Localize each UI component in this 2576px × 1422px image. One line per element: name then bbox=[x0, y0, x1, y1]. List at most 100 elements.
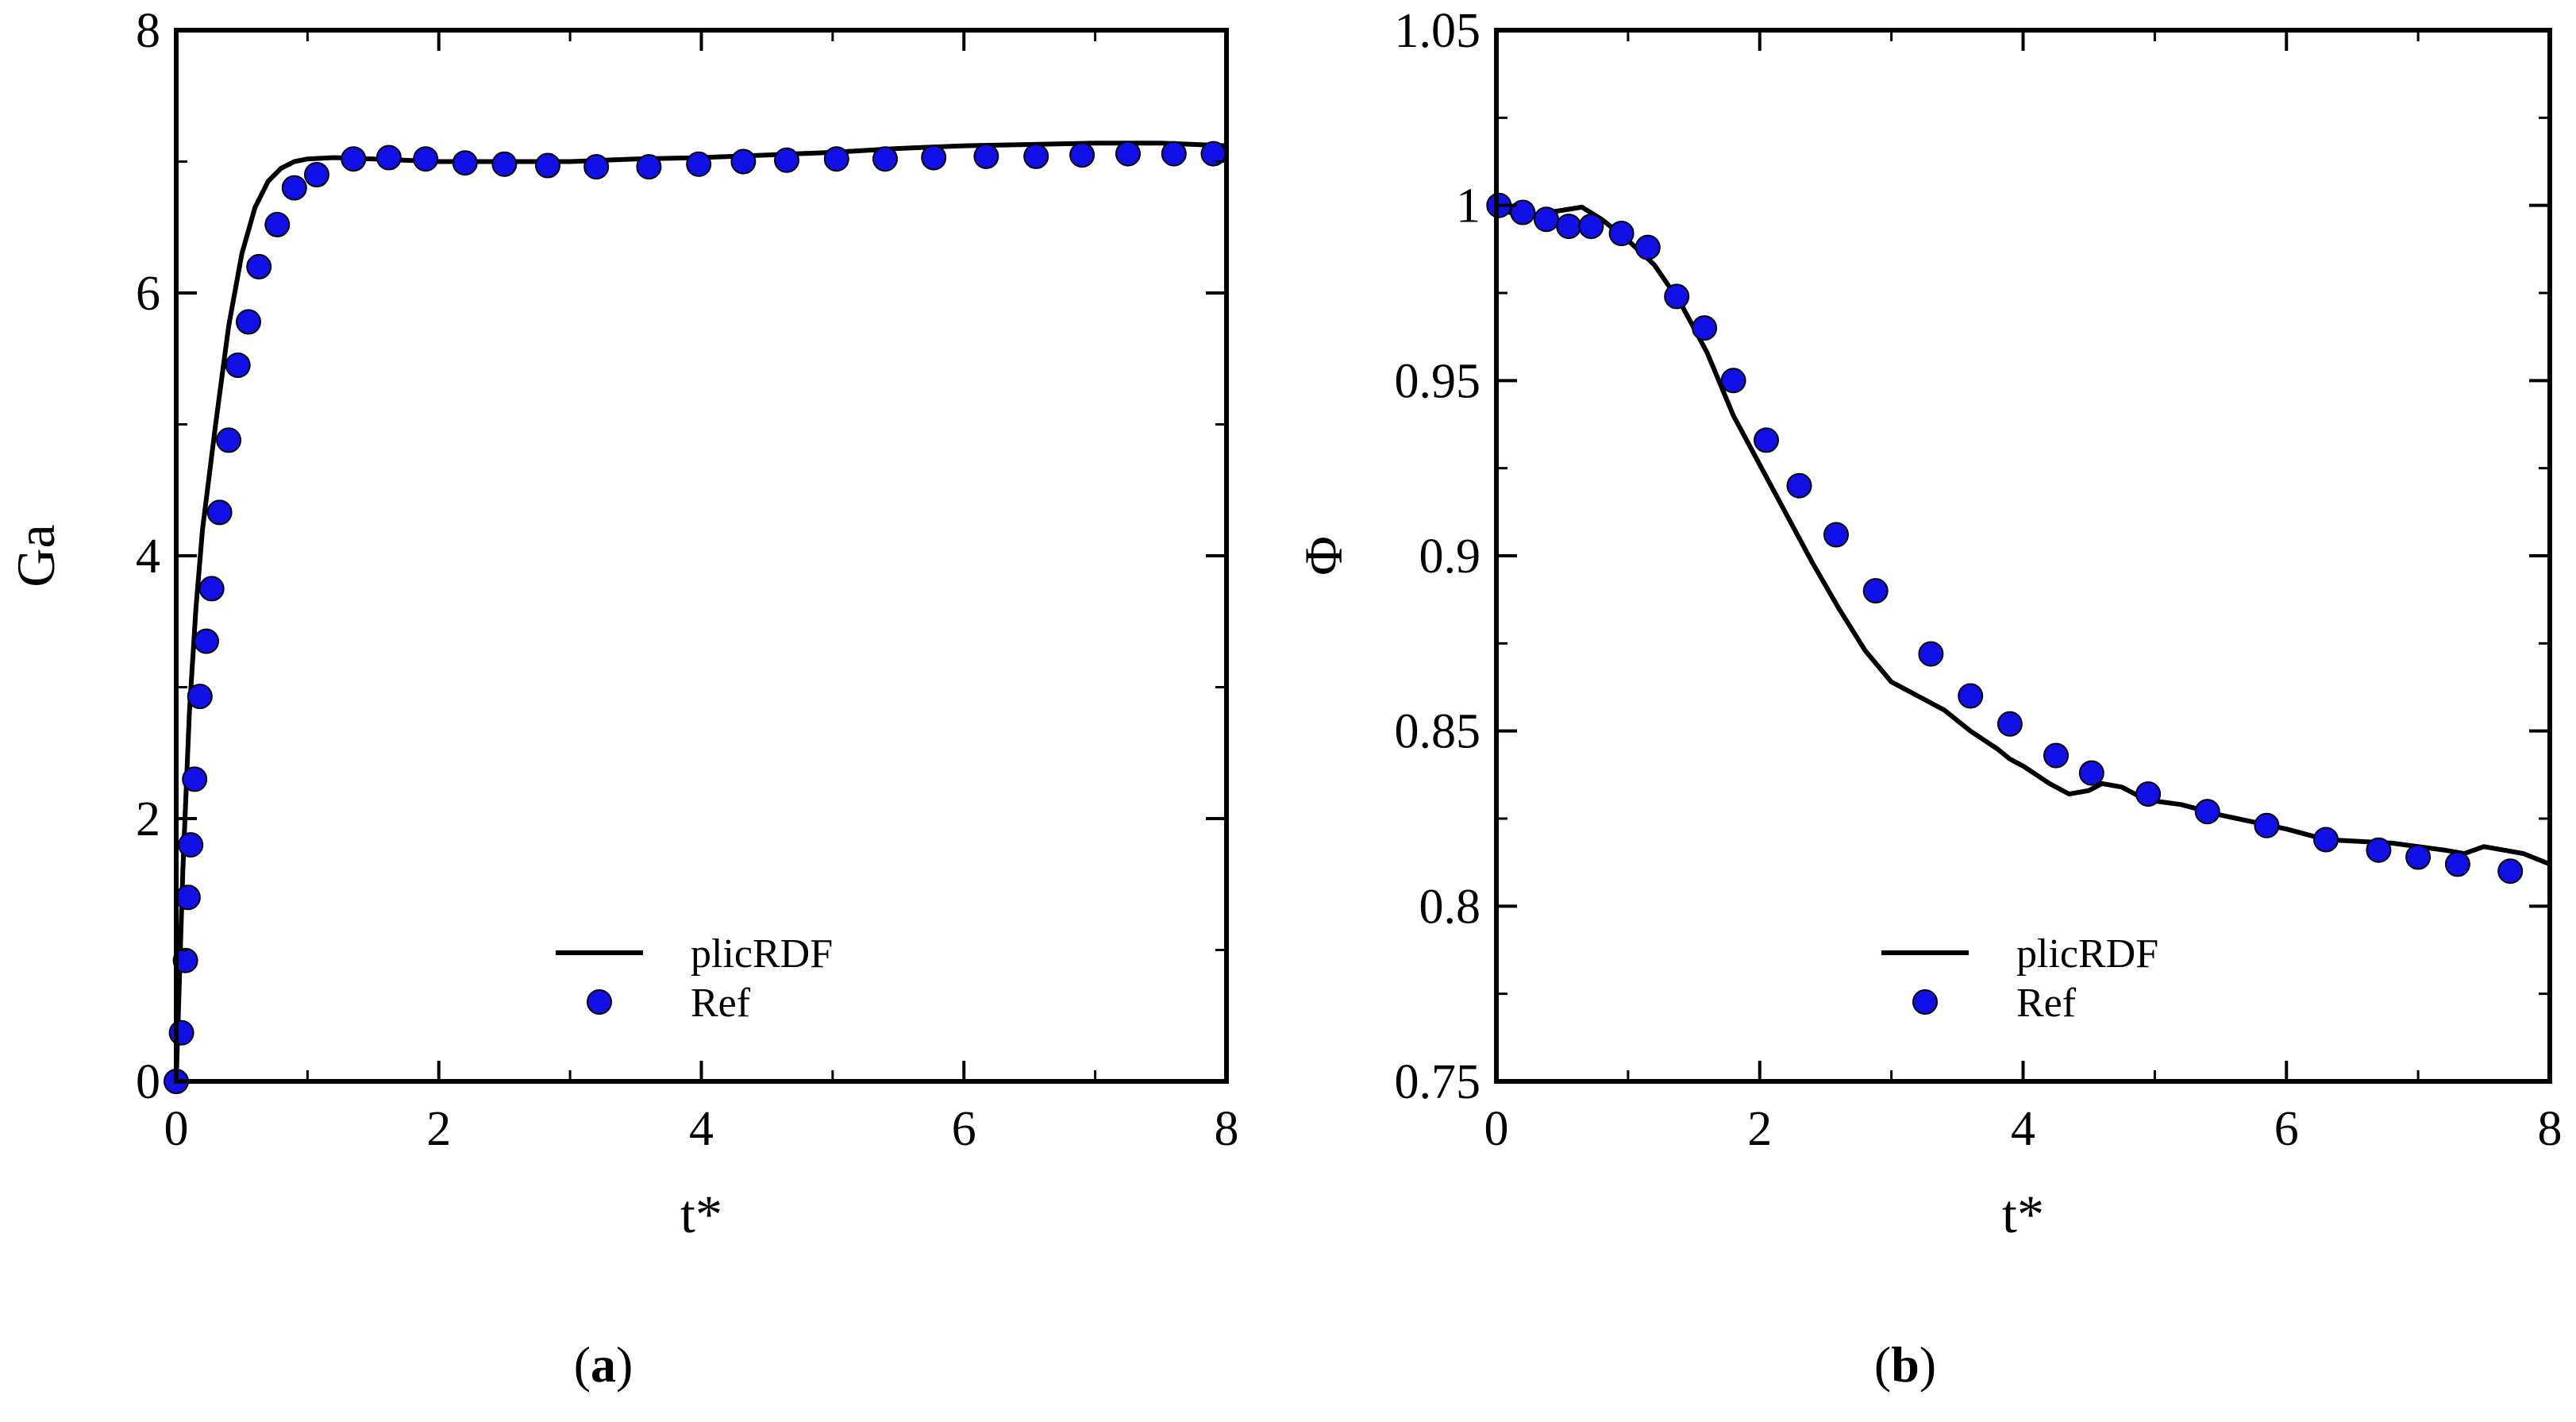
data-point-ref-b bbox=[1786, 472, 1812, 499]
data-point-ref-b bbox=[1918, 641, 1944, 667]
data-point-ref-a bbox=[187, 684, 213, 710]
data-point-ref-b bbox=[1635, 234, 1661, 260]
data-point-ref-a bbox=[216, 427, 242, 453]
y-tick-label-a: 8 bbox=[136, 4, 160, 58]
data-point-ref-a bbox=[182, 766, 208, 792]
data-point-ref-a bbox=[535, 152, 560, 179]
y-axis-title-b: Φ bbox=[1293, 536, 1353, 576]
data-point-ref-b bbox=[1534, 206, 1559, 233]
y-tick-label-b: 0.75 bbox=[1395, 1055, 1481, 1109]
panel-caption-letter-a: a bbox=[591, 1336, 616, 1393]
data-point-ref-a bbox=[872, 146, 898, 172]
legend-label-plicrdf-b: plicRDF bbox=[2016, 931, 2158, 977]
y-tick-label-b: 1 bbox=[1456, 179, 1481, 233]
y-tick-label-b: 0.85 bbox=[1395, 705, 1481, 759]
data-point-ref-a bbox=[246, 253, 272, 279]
legend-a: plicRDF Ref bbox=[556, 931, 833, 1026]
data-point-ref-a bbox=[973, 143, 999, 169]
data-point-ref-b bbox=[2135, 781, 2162, 807]
data-point-ref-b bbox=[2497, 858, 2524, 884]
data-point-ref-a bbox=[304, 162, 329, 187]
x-tick-label-b: 8 bbox=[2538, 1102, 2563, 1156]
data-point-ref-b bbox=[1823, 522, 1849, 548]
panel-caption-letter-b: b bbox=[1891, 1336, 1919, 1393]
legend-b: plicRDF Ref bbox=[1881, 931, 2158, 1026]
panel-a: 0 2 4 6 8 0 2 4 6 8 t* Ga plicRDF Ref (a) bbox=[6, 4, 1239, 1393]
data-point-ref-b bbox=[2254, 812, 2280, 838]
x-tick-label-a: 6 bbox=[952, 1102, 976, 1156]
y-tick-label-a: 4 bbox=[136, 530, 160, 584]
y-tick-label-b: 0.95 bbox=[1395, 354, 1481, 408]
y-tick-label-b: 0.8 bbox=[1419, 880, 1481, 934]
series-line-plicrdf-b bbox=[1494, 204, 2552, 867]
x-tick-label-a: 4 bbox=[689, 1102, 714, 1156]
data-point-ref-a bbox=[491, 151, 518, 177]
data-point-ref-a bbox=[281, 175, 307, 201]
x-axis-title-a: t* bbox=[680, 1184, 722, 1244]
data-point-ref-a bbox=[583, 154, 610, 180]
x-axis-title-b: t* bbox=[2002, 1184, 2044, 1244]
data-point-ref-a bbox=[236, 309, 261, 335]
data-point-ref-b bbox=[1720, 368, 1746, 394]
data-point-ref-a bbox=[823, 146, 849, 172]
y-tick-label-b: 1.05 bbox=[1395, 4, 1481, 58]
data-point-ref-b bbox=[2194, 799, 2220, 825]
data-point-ref-a bbox=[1023, 143, 1049, 169]
data-point-ref-a bbox=[636, 154, 662, 180]
data-point-ref-a bbox=[341, 146, 367, 172]
data-point-ref-a bbox=[375, 145, 402, 171]
data-point-ref-b bbox=[1664, 283, 1690, 310]
x-tick-label-a: 0 bbox=[164, 1102, 189, 1156]
data-point-ref-b bbox=[2078, 760, 2104, 786]
data-point-ref-a bbox=[178, 832, 204, 858]
panel-caption-a: (a) bbox=[574, 1336, 633, 1393]
x-tick-label-b: 2 bbox=[1747, 1102, 1772, 1156]
legend-marker-sample-a bbox=[587, 989, 612, 1015]
legend-marker-sample-b bbox=[1912, 989, 1938, 1015]
data-point-ref-a bbox=[686, 151, 712, 177]
data-point-ref-b bbox=[2405, 844, 2432, 870]
data-point-ref-a bbox=[1069, 142, 1095, 168]
data-point-ref-b bbox=[1692, 315, 1718, 341]
x-tick-label-a: 8 bbox=[1215, 1102, 1239, 1156]
legend-label-plicrdf-a: plicRDF bbox=[691, 931, 833, 977]
data-point-ref-a bbox=[225, 353, 251, 378]
panel-b: 0 2 4 6 8 0.75 0.8 0.85 0.9 0.95 1 1.05 t* Φ plicRD… bbox=[1293, 4, 2563, 1393]
data-point-ref-b bbox=[1754, 427, 1779, 453]
legend-label-ref-b: Ref bbox=[2016, 981, 2077, 1026]
data-point-ref-b bbox=[1862, 578, 1889, 604]
data-point-ref-b bbox=[1608, 221, 1635, 246]
data-point-ref-a bbox=[206, 499, 233, 526]
data-point-ref-a bbox=[168, 1019, 194, 1046]
data-point-ref-a bbox=[452, 150, 478, 176]
data-point-ref-a bbox=[172, 947, 198, 973]
data-point-ref-a bbox=[413, 146, 439, 172]
x-tick-label-a: 2 bbox=[426, 1102, 451, 1156]
data-point-ref-b bbox=[2444, 851, 2470, 877]
data-point-ref-a bbox=[1161, 141, 1187, 167]
data-point-ref-b bbox=[2313, 827, 2339, 853]
legend-label-ref-a: Ref bbox=[691, 981, 751, 1026]
data-point-ref-b bbox=[2043, 742, 2069, 769]
data-point-ref-b bbox=[1958, 683, 1984, 709]
data-point-ref-a bbox=[194, 628, 219, 654]
data-point-ref-a bbox=[921, 145, 947, 171]
data-point-ref-a bbox=[1115, 141, 1141, 167]
data-point-ref-a bbox=[198, 576, 225, 602]
data-point-ref-b bbox=[1996, 711, 2023, 737]
y-tick-label-a: 2 bbox=[136, 792, 160, 846]
x-tick-label-b: 0 bbox=[1484, 1102, 1509, 1156]
x-tick-label-b: 6 bbox=[2274, 1102, 2299, 1156]
y-tick-label-a: 6 bbox=[136, 267, 160, 321]
data-point-ref-b bbox=[1578, 214, 1604, 240]
y-tick-label-a: 0 bbox=[136, 1055, 160, 1109]
data-point-ref-a bbox=[264, 211, 291, 237]
data-point-ref-b bbox=[1556, 214, 1582, 240]
y-axis-title-a: Ga bbox=[6, 524, 66, 587]
data-point-ref-a bbox=[774, 147, 799, 173]
x-tick-label-b: 4 bbox=[2011, 1102, 2035, 1156]
data-point-ref-a bbox=[175, 884, 201, 911]
data-point-ref-a bbox=[730, 148, 757, 175]
